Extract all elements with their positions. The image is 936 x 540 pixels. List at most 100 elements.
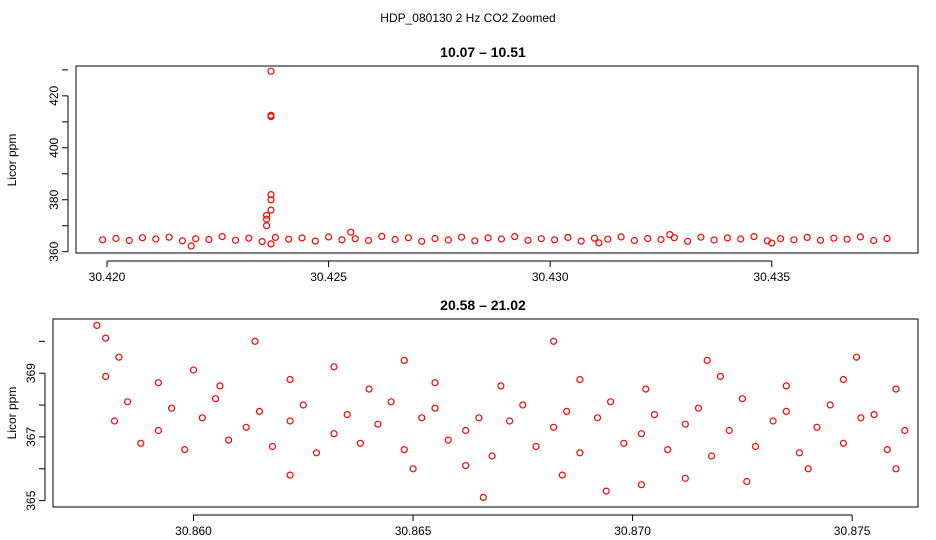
panel-top-y-axis: 360 380 400 420 xyxy=(47,69,69,262)
panel-bottom-data-point xyxy=(681,420,689,428)
panel-bottom-data-point xyxy=(216,382,224,390)
panel-bottom-x-tick-label: 30.860 xyxy=(175,524,212,538)
panel-top-data-point xyxy=(870,236,878,245)
panel-bottom-y-axis: 365 367 369 xyxy=(24,340,46,511)
panel-bottom-data-point xyxy=(901,426,909,435)
panel-bottom-data-point xyxy=(488,452,496,460)
panel-top-data-point xyxy=(644,234,652,243)
panel-top-data-point xyxy=(843,235,851,243)
panel-bottom-data-point xyxy=(637,481,646,489)
panel-bottom-data-point xyxy=(650,411,659,419)
panel-top-data-point xyxy=(883,234,891,243)
panel-top-data-point xyxy=(338,236,346,244)
panel-bottom-data-point xyxy=(123,398,132,406)
panel-top-y-tick-label: 360 xyxy=(47,241,61,261)
panel-bottom-y-tick-label: 367 xyxy=(24,427,38,447)
panel-top-data-point xyxy=(267,206,275,214)
panel-top-data-point xyxy=(178,237,186,245)
panel-top-plot-area xyxy=(75,65,919,254)
panel-bottom-data-point xyxy=(93,321,101,329)
panel-top-data-point xyxy=(710,236,718,244)
panel-top-title: 10.07 – 10.51 xyxy=(440,44,526,60)
panel-top-data-point xyxy=(165,233,173,241)
panel-top-x-tick-label: 30.425 xyxy=(310,270,347,284)
panel-bottom-x-tick-label: 30.875 xyxy=(834,524,871,538)
panel-bottom-x-axis: 30.860 30.865 30.870 30.875 xyxy=(175,514,871,538)
panel-bottom-data-point xyxy=(716,372,725,380)
panel-top-data-point xyxy=(737,235,745,243)
panel-bottom-points xyxy=(93,321,909,501)
panel-top-data-point xyxy=(768,239,776,247)
panel-top-data-point xyxy=(258,238,266,246)
panel-bottom-data-point xyxy=(497,382,505,390)
panel-bottom-data-point xyxy=(400,446,408,454)
panel-bottom-data-point xyxy=(255,407,263,415)
panel-bottom-data-point xyxy=(462,426,470,435)
panel-bottom-data-point xyxy=(563,407,571,415)
panel-bottom-data-point xyxy=(268,442,277,451)
panel-top-data-point xyxy=(617,233,625,241)
panel-top-x-axis: 30.420 30.425 30.430 30.435 xyxy=(89,260,790,284)
panel-top-data-point xyxy=(550,236,559,244)
panel-bottom-data-point xyxy=(330,363,338,371)
panel-bottom-data-point xyxy=(330,430,338,438)
panel-bottom-data-point xyxy=(506,417,514,425)
panel-bottom-data-point xyxy=(694,404,703,412)
panel-top-data-point xyxy=(816,236,825,244)
panel-bottom-data-point xyxy=(593,414,602,422)
panel-bottom-data-point xyxy=(475,414,483,422)
panel-bottom-data-point xyxy=(251,337,259,345)
panel-top: 10.07 – 10.51 Licor ppm 360 380 400 420 30.… xyxy=(5,44,919,284)
panel-bottom-data-point xyxy=(242,423,250,431)
panel-bottom-data-point xyxy=(576,375,584,384)
panel-top-x-tick-label: 30.420 xyxy=(89,270,126,284)
panel-top-data-point xyxy=(351,235,359,243)
panel-bottom-data-point xyxy=(549,337,558,345)
panel-top-data-point xyxy=(98,236,107,244)
panel-bottom-data-point xyxy=(431,379,439,387)
panel-top-y-tick-label: 420 xyxy=(47,86,61,106)
panel-bottom-data-point xyxy=(795,449,804,457)
panel-bottom-data-point xyxy=(365,385,373,393)
panel-bottom-data-point xyxy=(857,414,865,422)
panel-bottom-data-point xyxy=(299,401,307,409)
panel-bottom-data-point xyxy=(154,426,162,435)
panel-top-data-point xyxy=(418,237,426,245)
panel-top-x-tick-label: 30.430 xyxy=(532,270,569,284)
panel-top-data-point xyxy=(803,233,811,241)
panel-top-x-tick-label: 30.435 xyxy=(753,270,790,284)
panel-top-data-point xyxy=(657,235,665,244)
panel-top-data-point xyxy=(577,237,585,245)
panel-top-data-point xyxy=(484,234,492,242)
panel-bottom-data-point xyxy=(576,449,584,457)
panel-bottom-plot-area xyxy=(52,318,919,508)
panel-top-ylabel: Licor ppm xyxy=(5,134,19,187)
panel-top-data-point xyxy=(125,236,133,245)
panel-top-data-point xyxy=(285,235,293,243)
panel-top-data-point xyxy=(347,228,355,236)
panel-bottom-data-point xyxy=(549,423,558,431)
panel-bottom-data-point xyxy=(286,471,294,479)
panel-bottom-data-point xyxy=(892,385,900,393)
panel-top-y-tick-label: 400 xyxy=(47,137,61,157)
panel-bottom-data-point xyxy=(189,366,198,374)
panel-bottom-x-tick-label: 30.865 xyxy=(395,524,432,538)
panel-top-data-point xyxy=(152,235,160,243)
panel-top-data-point xyxy=(391,235,399,244)
panel-bottom-data-point xyxy=(181,446,189,454)
panel-bottom-data-point xyxy=(642,385,650,393)
panel-bottom-data-point xyxy=(751,442,760,451)
panel-bottom-data-point xyxy=(826,401,834,409)
panel-top-data-point xyxy=(267,67,275,75)
panel-bottom-data-point xyxy=(602,487,610,495)
panel-top-data-point xyxy=(205,235,213,244)
panel-bottom-data-point xyxy=(707,452,716,460)
panel-top-data-point xyxy=(364,236,373,245)
panel-bottom-data-point xyxy=(418,414,426,422)
panel-top-data-point xyxy=(311,237,319,245)
panel-top-data-point xyxy=(404,234,412,242)
panel-top-data-point xyxy=(590,234,599,242)
panel-bottom-data-point xyxy=(431,404,439,412)
panel-bottom-data-point xyxy=(211,395,220,403)
